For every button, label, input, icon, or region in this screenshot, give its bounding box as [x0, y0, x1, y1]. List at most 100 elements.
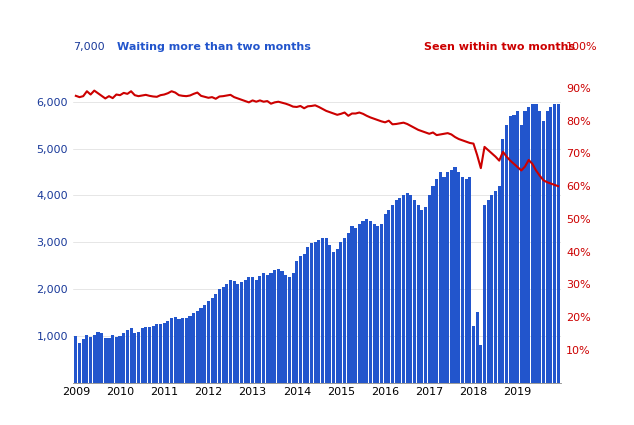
- Bar: [86, 335, 89, 382]
- Bar: [145, 327, 147, 382]
- Bar: [410, 196, 413, 382]
- Bar: [487, 200, 489, 382]
- Bar: [133, 333, 136, 382]
- Bar: [501, 139, 505, 382]
- Bar: [453, 167, 456, 382]
- Bar: [443, 177, 446, 382]
- Bar: [424, 207, 427, 382]
- Bar: [269, 273, 273, 382]
- Bar: [159, 324, 162, 382]
- Bar: [469, 177, 471, 382]
- Bar: [280, 271, 283, 382]
- Bar: [137, 332, 140, 382]
- Bar: [221, 287, 224, 382]
- Bar: [82, 339, 85, 382]
- Bar: [89, 337, 92, 382]
- Bar: [170, 318, 173, 382]
- Bar: [78, 343, 81, 382]
- Bar: [203, 305, 206, 382]
- Bar: [394, 200, 398, 382]
- Bar: [251, 278, 254, 382]
- Bar: [384, 214, 387, 382]
- Bar: [406, 193, 409, 382]
- Bar: [549, 107, 552, 382]
- Bar: [155, 323, 158, 382]
- Bar: [335, 249, 339, 382]
- Bar: [210, 298, 214, 382]
- Bar: [358, 224, 361, 382]
- Bar: [229, 280, 232, 382]
- Bar: [494, 191, 497, 382]
- Bar: [321, 238, 324, 382]
- Bar: [259, 276, 261, 382]
- Bar: [129, 328, 133, 382]
- Bar: [498, 186, 501, 382]
- Bar: [310, 243, 313, 382]
- Bar: [534, 105, 538, 382]
- Bar: [420, 210, 424, 382]
- Bar: [354, 228, 357, 382]
- Bar: [398, 198, 401, 382]
- Bar: [273, 270, 276, 382]
- Bar: [361, 221, 365, 382]
- Bar: [472, 326, 475, 383]
- Bar: [457, 172, 460, 382]
- Bar: [520, 125, 523, 382]
- Bar: [450, 170, 453, 382]
- Bar: [479, 345, 482, 382]
- Bar: [524, 111, 527, 382]
- Bar: [247, 278, 250, 382]
- Bar: [545, 111, 548, 382]
- Bar: [236, 284, 240, 382]
- Bar: [376, 226, 379, 382]
- Bar: [104, 338, 107, 382]
- Bar: [391, 205, 394, 382]
- Bar: [431, 186, 434, 382]
- Bar: [557, 105, 560, 382]
- Bar: [100, 333, 103, 382]
- Bar: [314, 242, 317, 382]
- Bar: [243, 280, 247, 382]
- Bar: [233, 280, 236, 382]
- Bar: [332, 252, 335, 382]
- Bar: [240, 282, 243, 382]
- Bar: [111, 335, 114, 382]
- Bar: [380, 224, 383, 382]
- Bar: [435, 179, 438, 382]
- Bar: [446, 172, 450, 382]
- Bar: [188, 316, 191, 382]
- Bar: [207, 301, 210, 382]
- Text: Seen within two months: Seen within two months: [424, 42, 576, 52]
- Bar: [107, 338, 110, 382]
- Bar: [262, 273, 265, 382]
- Bar: [465, 179, 468, 382]
- Bar: [317, 240, 320, 382]
- Bar: [306, 247, 309, 382]
- Bar: [174, 317, 177, 382]
- Bar: [214, 294, 217, 382]
- Bar: [505, 125, 508, 382]
- Bar: [166, 321, 169, 382]
- Bar: [516, 111, 519, 382]
- Bar: [119, 336, 122, 382]
- Bar: [339, 242, 342, 382]
- Bar: [428, 196, 431, 382]
- Bar: [96, 332, 100, 382]
- Bar: [369, 221, 372, 382]
- Text: 100%: 100%: [566, 42, 598, 52]
- Bar: [299, 256, 302, 382]
- Bar: [402, 196, 405, 382]
- Bar: [288, 278, 291, 382]
- Bar: [461, 177, 464, 382]
- Bar: [417, 205, 420, 382]
- Bar: [255, 280, 258, 382]
- Bar: [225, 284, 228, 382]
- Bar: [343, 238, 346, 382]
- Bar: [490, 196, 493, 382]
- Bar: [292, 273, 295, 382]
- Bar: [325, 238, 328, 382]
- Bar: [74, 336, 77, 382]
- Bar: [351, 226, 354, 382]
- Bar: [531, 105, 534, 382]
- Bar: [126, 330, 129, 382]
